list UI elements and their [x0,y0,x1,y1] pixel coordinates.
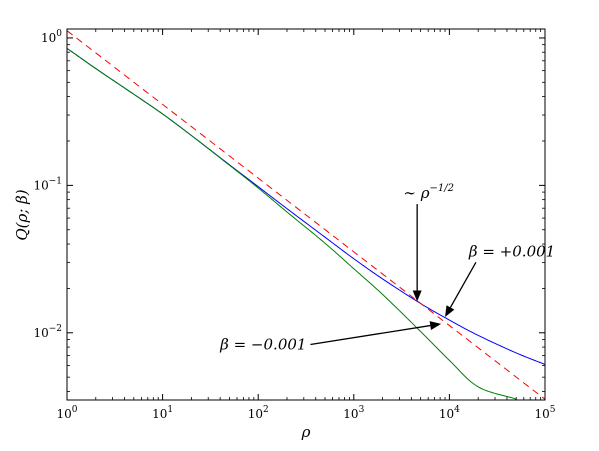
x-tick-label: 101 [152,405,173,421]
y-tick-label: 10−2 [33,324,62,340]
y-axis-label: Q(ρ; β) [13,189,31,240]
tick-labels: 100 101 102 103 104 105 10−2 10−1 100 [33,29,555,421]
annotation-arrow-2 [449,262,477,308]
x-tick-label: 105 [534,405,555,421]
annotation-arrowhead-1 [412,290,422,302]
y-tick-label: 10−1 [33,176,62,192]
annotation-label-3: β = −0.001 [219,336,306,354]
series-line-2 [67,30,545,400]
annotation-arrowhead-3 [429,321,442,331]
x-tick-label: 103 [343,405,364,421]
annotation-label-1: ∼ ρ−1/2 [403,183,454,202]
series-layer [67,30,545,400]
annotation-arrow-3 [310,324,431,346]
y-tick-label: 100 [41,29,62,45]
x-axis-label: ρ [301,423,311,441]
x-tick-label: 102 [248,405,269,421]
annotation-arrowhead-2 [445,305,455,317]
annotation-layer: ∼ ρ−1/2 β = +0.001 β = −0.001 [219,183,555,353]
series-line-3 [67,47,517,400]
x-tick-label: 104 [439,405,460,421]
annotation-label-2: β = +0.001 [468,242,555,260]
x-tick-label: 100 [56,405,77,421]
plot-frame [66,28,546,401]
